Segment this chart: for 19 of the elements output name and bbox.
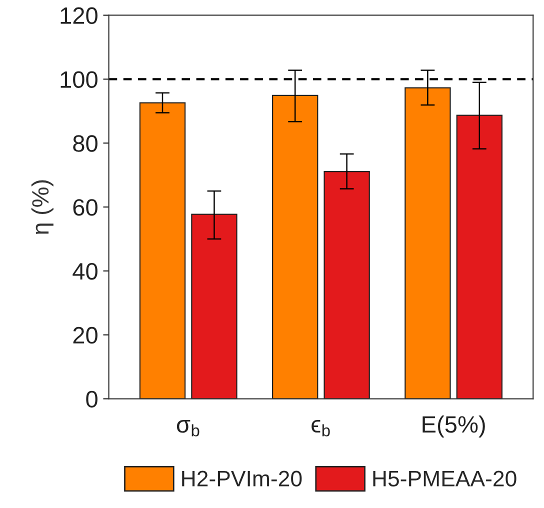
y-tick-label: 40 [72, 263, 98, 280]
y-tick-label: 20 [73, 326, 98, 344]
bar [139, 102, 186, 399]
y-tick-label: 60 [73, 199, 98, 216]
x-tick-label: ϵ$_{b}$ [312, 420, 330, 436]
x-tick-label: σ$_{b}$ [176, 420, 200, 436]
legend-label: H5-PMEAA-20 [373, 470, 516, 486]
y-tick-label: 100 [60, 71, 98, 88]
bar [324, 170, 370, 399]
x-tick-label: E(5%) [422, 415, 485, 438]
y-tick-label: 120 [60, 7, 98, 24]
y-tick-label: 0 [86, 390, 98, 408]
bar [272, 94, 318, 399]
y-tick-label: 80 [73, 135, 98, 152]
bar [191, 214, 238, 399]
bar [456, 114, 503, 399]
legend-label: H2-PVIm-20 [182, 470, 302, 486]
y-axis-title: η (%) [31, 180, 54, 234]
bar [404, 87, 451, 399]
